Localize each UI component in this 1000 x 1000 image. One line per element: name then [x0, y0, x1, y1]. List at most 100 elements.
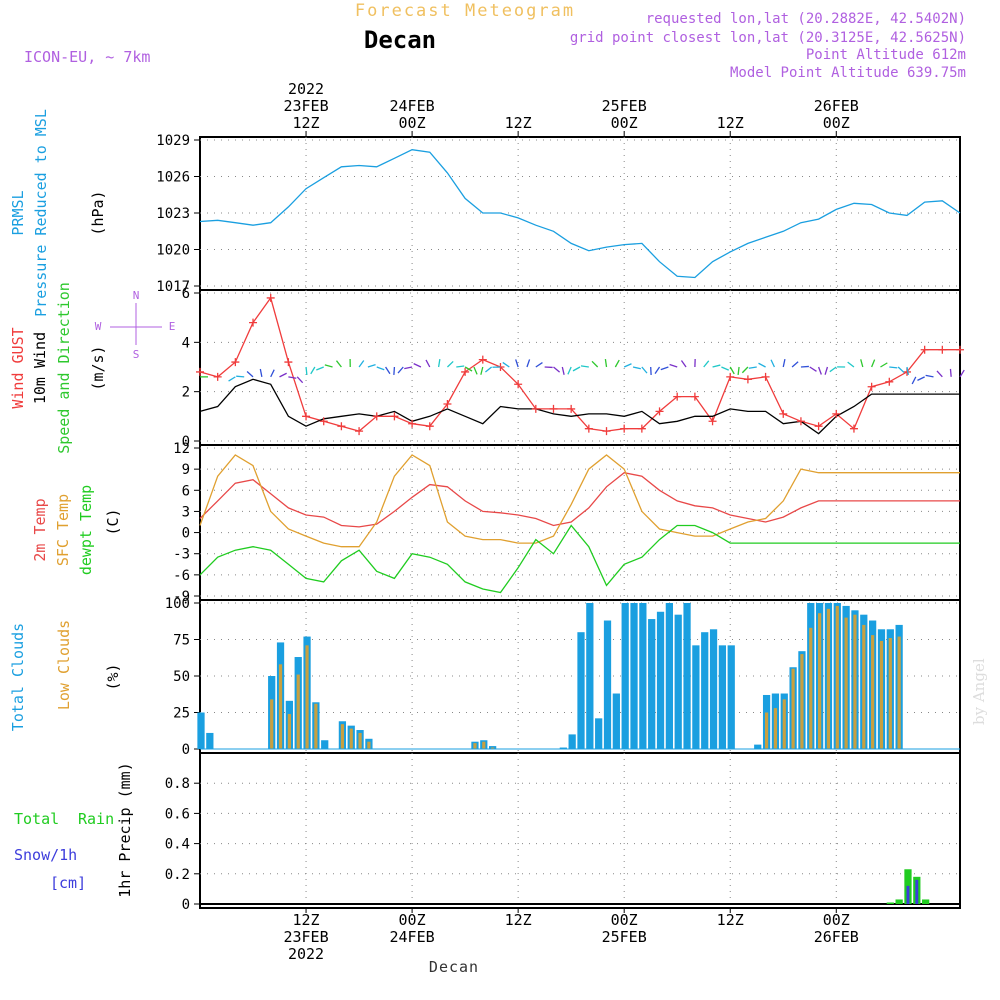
wind-direction-arrow — [526, 359, 531, 368]
total-cloud-bar — [718, 645, 727, 749]
temp-unit: (C) — [104, 508, 122, 535]
wind-direction-arrow — [680, 360, 687, 368]
low-cloud-bar — [270, 699, 274, 749]
precip-ytick-label: 0.4 — [165, 837, 190, 853]
temp-ytick-label: 9 — [182, 462, 190, 478]
point-altitude: Point Altitude 612m — [806, 47, 966, 63]
wind-direction-arrow — [959, 369, 965, 378]
bottom-time-label: 00Z — [399, 911, 426, 929]
total-cloud-bar — [639, 603, 647, 749]
pressure-ytick-label: 1017 — [156, 279, 190, 295]
wind-unit: (m/s) — [89, 345, 107, 390]
wind-label-10m: 10m Wind — [31, 332, 49, 404]
wind-direction-arrow — [310, 366, 316, 375]
pressure-frame — [199, 136, 961, 291]
wind-gust-marker — [231, 358, 240, 367]
wind-direction-arrow — [515, 359, 519, 368]
wind-gust-marker — [779, 409, 788, 418]
wind-direction-arrow — [367, 364, 376, 368]
wind-direction-arrow — [800, 365, 809, 368]
low-cloud-bar — [764, 712, 769, 749]
wind-gust-marker — [390, 412, 399, 421]
total-cloud-bar — [754, 744, 762, 749]
wind-gust-marker — [867, 382, 876, 391]
cloud-label-low: Low Clouds — [55, 620, 73, 710]
clouds-ytick-label: 50 — [173, 669, 190, 685]
low-cloud-bar — [809, 627, 813, 749]
chart-title: Decan — [364, 26, 436, 54]
footer-location-label: Decan — [429, 958, 479, 976]
top-time-label: 24FEB — [390, 97, 435, 115]
top-time-label: 23FEB — [283, 97, 328, 115]
wind-label-direction: Speed and Direction — [55, 282, 73, 454]
wind-gust-marker — [531, 404, 540, 413]
wind-direction-arrow — [604, 358, 608, 368]
chart-subtitle: Forecast Meteogram — [355, 1, 575, 21]
wind-gust-marker — [425, 422, 434, 431]
precip-frame — [199, 752, 961, 909]
wind-gust-marker — [443, 400, 452, 408]
total-cloud-bar — [568, 734, 576, 749]
wind-gust-marker — [885, 377, 894, 386]
top-time-label: 00Z — [611, 114, 638, 132]
pressure-panel: 1017 1020 1023 1026 1029 — [156, 133, 961, 295]
wind-gust-marker — [673, 392, 682, 401]
wind-gust-marker — [637, 424, 646, 433]
temp-ytick-label: 0 — [182, 526, 190, 542]
wind-direction-arrow — [358, 360, 365, 368]
precip-label-snow: Snow/1h — [14, 846, 77, 864]
precip-panel: 0 0.2 0.4 0.6 0.8 — [165, 752, 961, 913]
wind-label-gust: Wind GUST — [9, 327, 27, 408]
bottom-time-label: 25FEB — [602, 928, 647, 946]
top-time-label: 00Z — [399, 114, 426, 132]
wind-direction-arrow — [925, 374, 934, 378]
pressure-ytick-label: 1029 — [156, 133, 190, 149]
wind-direction-arrow — [654, 366, 661, 374]
total-cloud-bar — [321, 740, 329, 749]
temp-ytick-label: -6 — [173, 568, 190, 584]
temp-frame — [199, 444, 961, 601]
wind-direction-arrow — [860, 359, 864, 368]
rain-bar — [922, 899, 930, 904]
temp-label-2m: 2m Temp — [31, 498, 49, 561]
bottom-time-label: 12Z — [717, 911, 744, 929]
wind-direction-arrow — [553, 366, 561, 373]
wind-direction-arrow — [758, 362, 766, 368]
wind-direction-arrow — [376, 366, 385, 371]
low-cloud-bar — [782, 699, 786, 749]
total-cloud-bar — [692, 645, 700, 749]
wind-gust-marker — [602, 427, 611, 436]
low-cloud-bar — [800, 654, 804, 749]
low-cloud-bar — [853, 614, 857, 749]
wind-direction-arrow — [228, 376, 236, 382]
wind-gust-marker — [408, 419, 417, 428]
wind-gust-marker — [302, 412, 311, 421]
wind-direction-arrow — [897, 366, 905, 373]
compass-south: S — [133, 348, 140, 361]
low-cloud-bar — [278, 664, 283, 749]
wind-gust-marker — [938, 345, 947, 354]
wind-panel: 0 2 4 6 — [182, 286, 965, 450]
bottom-time-label: 00Z — [823, 911, 850, 929]
wind-direction-arrow — [791, 361, 799, 368]
wind-direction-arrow — [871, 359, 876, 368]
temp-ytick-label: 6 — [182, 483, 190, 499]
low-cloud-bar — [296, 674, 300, 749]
wind-gust-marker — [478, 355, 487, 364]
wind-gust-marker — [372, 412, 381, 421]
pressure-label-prmsl: PRMSL — [9, 190, 27, 235]
wind-direction-arrow — [437, 358, 441, 368]
precip-label-snow-unit: [cm] — [50, 874, 86, 892]
wind-gust-marker — [743, 375, 752, 384]
low-cloud-bar — [491, 747, 495, 749]
model-label: ICON-EU, ~ 7km — [24, 48, 150, 66]
wind-direction-arrow — [703, 360, 710, 368]
wind-direction-arrow — [316, 366, 324, 371]
wind-gust-marker — [726, 372, 735, 381]
bottom-time-label: 26FEB — [814, 928, 859, 946]
clouds-ytick-label: 0 — [182, 742, 190, 758]
low-cloud-bar — [367, 741, 371, 749]
wind-direction-arrow — [829, 366, 837, 373]
low-cloud-bar — [305, 645, 309, 749]
